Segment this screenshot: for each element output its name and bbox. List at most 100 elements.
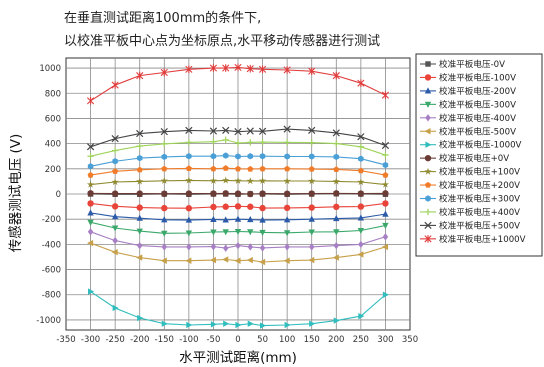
data-point [258,65,267,74]
data-point [381,180,390,188]
data-point [88,288,95,295]
data-point [246,64,254,73]
data-point [87,200,94,207]
y-tick-label: -600 [42,266,61,276]
data-point [259,244,266,252]
data-point [357,143,365,150]
data-point [234,165,242,172]
data-point [210,190,217,197]
legend-entry: 校准平板电压+300V [420,193,520,205]
legend-label: 校准平板电压+0V [439,152,509,164]
data-point [258,176,267,184]
legend-label: 校准平板电压-200V [439,85,516,97]
legend-label: 校准平板电压-1000V [439,139,522,151]
data-point [87,163,94,170]
data-point [136,142,143,150]
legend-entry: 校准平板电压+500V [420,219,520,231]
x-tick-label: 300 [377,335,393,345]
data-point [382,291,389,298]
data-point [210,153,217,160]
data-point [283,204,291,212]
data-point [161,216,168,223]
data-point [185,230,193,237]
data-point [357,133,365,141]
data-point [185,205,193,212]
data-point [424,181,432,188]
data-point [424,101,432,108]
data-point [382,190,389,197]
series [88,288,389,329]
data-point [185,257,192,264]
data-point [333,215,340,222]
data-point [425,195,431,202]
x-tick-label: -50 [206,335,220,345]
data-point [210,321,217,328]
data-point [247,243,254,251]
data-point [136,204,143,211]
data-point [210,215,217,222]
legend-entry: 校准平板电压-1000V [420,139,522,151]
chart-title: 在垂直测试距离100mm的条件下, 以校准平板中心点为坐标原点,水平移动传感器进… [64,10,380,49]
data-point [381,91,390,99]
data-point [284,243,290,251]
x-axis-label: 水平测试距离(mm) [179,349,297,366]
series [87,152,389,170]
data-point [185,165,192,172]
legend-entry: 校准平板电压-200V [420,85,516,97]
data-point [136,228,143,235]
data-point [258,127,267,135]
data-point [222,152,229,159]
legend-entry: 校准平板电压+100V [420,166,520,178]
data-point [246,127,254,135]
legend-label: 校准平板电压-400V [439,112,516,124]
data-point [111,190,119,197]
data-point [246,177,254,185]
data-point [259,229,266,236]
data-point [308,256,315,264]
data-point [234,215,242,222]
x-tick-label: 50 [257,335,268,345]
data-point [136,177,144,185]
data-point [87,171,94,178]
data-point [209,127,218,135]
data-point [111,203,119,210]
data-point [234,63,242,72]
data-point [111,81,119,89]
data-point [87,209,94,216]
series [87,164,389,178]
legend-label: 校准平板电压-500V [439,125,516,137]
data-point [161,190,168,197]
data-point [209,176,218,184]
y-tick-label: 800 [45,89,61,99]
legend-label: 校准平板电压+100V [439,166,520,178]
x-tick-label: -250 [105,335,124,345]
data-point [382,151,389,159]
data-point [186,243,192,251]
data-point [358,240,364,249]
data-point [87,219,94,226]
x-tick-label: 0 [235,335,240,345]
y-tick-label: 400 [45,140,61,150]
data-point [209,256,216,264]
data-point [222,256,229,263]
data-point [332,177,340,185]
data-point [308,153,315,160]
y-tick-label: -400 [42,240,61,250]
data-point [111,134,119,143]
series-layer [86,63,390,329]
series [87,190,389,198]
data-point [332,129,340,137]
data-point [235,153,241,160]
data-point [234,228,242,236]
data-point [382,200,389,207]
series [86,125,390,151]
data-point [87,228,94,236]
data-point [333,166,340,173]
legend-label: 校准平板电压+500V [439,219,520,231]
data-point [283,257,290,264]
data-point [185,139,193,146]
data-point [234,128,242,136]
series [87,209,389,223]
data-point [308,204,315,211]
data-point [222,229,229,236]
